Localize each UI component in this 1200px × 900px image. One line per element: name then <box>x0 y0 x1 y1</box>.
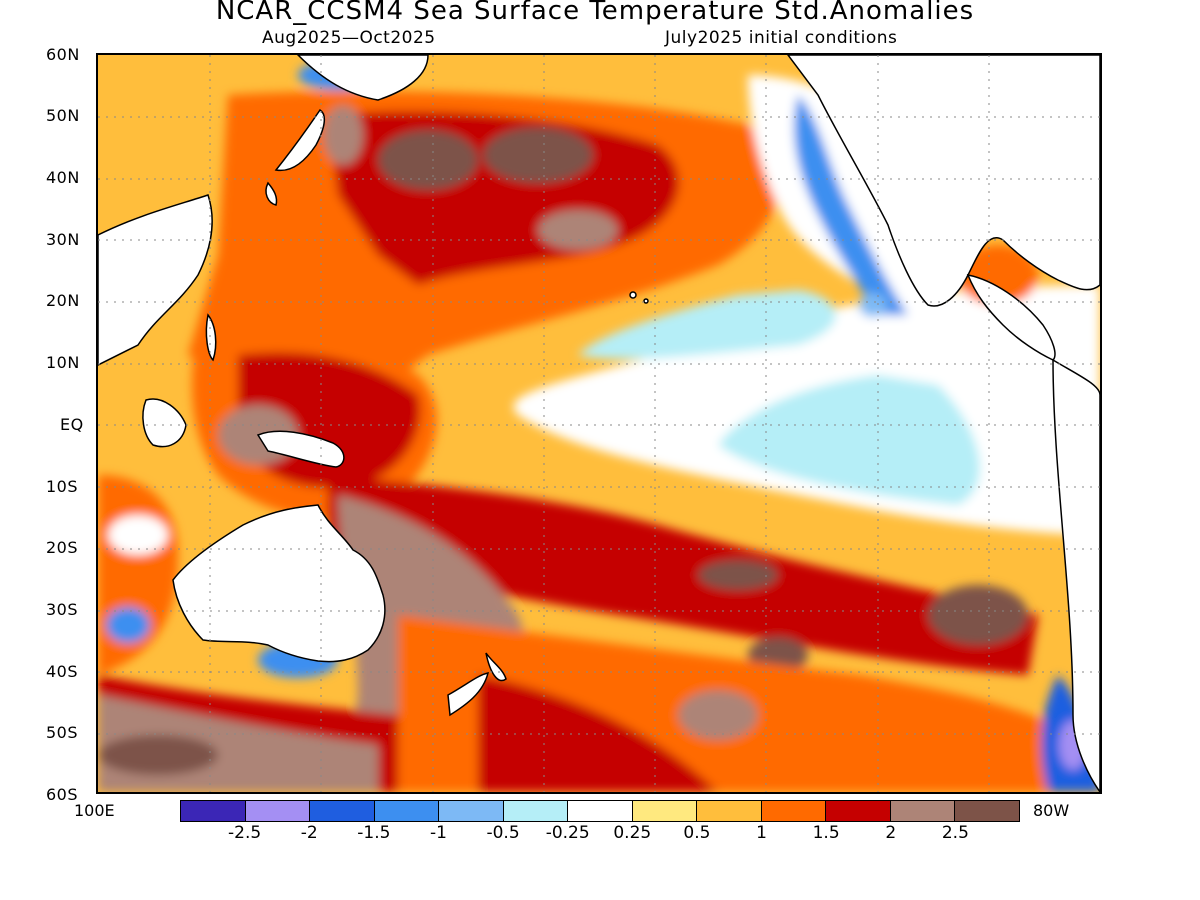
colorbar-swatch <box>761 801 827 821</box>
land-masses <box>98 55 1100 792</box>
colorbar-swatch <box>374 801 440 821</box>
new-zealand <box>485 652 507 682</box>
lat-label-40s: 40S <box>46 662 79 681</box>
colorbar-swatch <box>826 801 891 821</box>
lat-label-50n: 50N <box>46 106 80 125</box>
colorbar-tick-label: -1 <box>429 823 447 843</box>
lat-label-60s: 60S <box>46 785 79 804</box>
australia <box>172 504 386 663</box>
south-pacific-warm-band <box>328 475 1038 675</box>
colorbar-tick-label: -2.5 <box>228 823 262 843</box>
anomaly-map <box>98 55 1100 792</box>
california-coast-cold-anomaly <box>794 95 908 315</box>
lat-label-20n: 20N <box>46 291 80 310</box>
graticule <box>98 55 1100 792</box>
colorbar-tick-label: -2 <box>300 823 318 843</box>
lat-label-50s: 50S <box>46 723 79 742</box>
chart-title: NCAR_CCSM4 Sea Surface Temperature Std.A… <box>215 0 975 26</box>
initial-conditions: July2025 initial conditions <box>665 28 898 48</box>
colorbar-swatch <box>310 801 375 821</box>
colorbar-tick-label: -1.5 <box>357 823 391 843</box>
colorbar-tick-label: 1.5 <box>812 823 840 843</box>
colorbar-swatch <box>697 801 762 821</box>
new-guinea <box>256 430 345 468</box>
eastern-pacific-cool-anomaly <box>718 375 980 505</box>
colorbar-tick-label: -0.5 <box>486 823 520 843</box>
lat-label-10s: 10S <box>46 477 79 496</box>
lon-label-right: 80W <box>1033 801 1070 820</box>
colorbar-swatch <box>568 801 633 821</box>
colorbar-tick-label: 2 <box>885 823 897 843</box>
lat-label-20s: 20S <box>46 538 79 557</box>
lat-label-30n: 30N <box>46 230 80 249</box>
lat-label-eq: EQ <box>60 415 84 434</box>
colorbar-swatch <box>890 801 956 821</box>
colorbar-swatch <box>181 801 246 821</box>
lat-label-30s: 30S <box>46 600 79 619</box>
colorbar-swatch <box>439 801 504 821</box>
colorbar-tick-label: 2.5 <box>941 823 969 843</box>
colorbar-tick-label: -0.25 <box>545 823 590 843</box>
colorbar-swatch <box>245 801 311 821</box>
forecast-period: Aug2025—Oct2025 <box>262 28 436 48</box>
colorbar-swatch <box>632 801 698 821</box>
colorbar-tick-label: 0.5 <box>683 823 711 843</box>
north-america <box>787 55 1100 307</box>
lat-label-40n: 40N <box>46 168 80 187</box>
map-panel <box>96 53 1102 794</box>
colorbar-swatch <box>955 801 1019 821</box>
lon-label-left: 100E <box>74 801 115 820</box>
north-pacific-extreme-anomaly <box>378 130 478 190</box>
colorbar-swatch <box>503 801 569 821</box>
colorbar-tick-label: 0.25 <box>613 823 652 843</box>
colorbar <box>180 800 1020 822</box>
lat-label-60n: 60N <box>46 45 80 64</box>
colorbar-tick-label: 1 <box>756 823 767 843</box>
lat-label-10n: 10N <box>46 353 80 372</box>
